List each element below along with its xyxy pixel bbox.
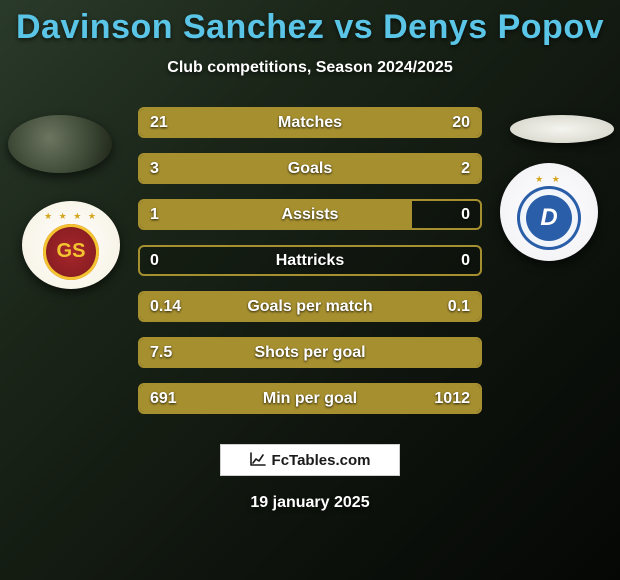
content-wrapper: Davinson Sanchez vs Denys Popov Club com…: [0, 0, 620, 580]
stat-row: 00Hattricks: [138, 245, 482, 276]
player-left-avatar: [8, 115, 112, 173]
source-badge: FcTables.com: [220, 444, 400, 476]
page-subtitle: Club competitions, Season 2024/2025: [167, 59, 452, 77]
club-left-initials: GS: [43, 224, 99, 280]
player-right-avatar: [510, 115, 614, 143]
club-right-initial: D: [526, 195, 572, 241]
stat-row: 32Goals: [138, 153, 482, 184]
stat-label: Goals per match: [140, 293, 480, 320]
chart-icon: [250, 452, 266, 469]
club-right-ring: D: [517, 186, 581, 250]
stats-zone: ★ ★ ★ ★ GS ★ ★ D 2120Matches 32Goals 10Ass…: [0, 107, 620, 414]
stat-row: 10Assists: [138, 199, 482, 230]
stat-row: 0.140.1Goals per match: [138, 291, 482, 322]
stat-label: Matches: [140, 109, 480, 136]
star-icon: ★ ★ ★ ★: [44, 211, 98, 222]
star-icon: ★ ★: [535, 174, 563, 185]
page-title: Davinson Sanchez vs Denys Popov: [16, 8, 604, 47]
footer-date: 19 january 2025: [250, 494, 369, 512]
stat-row: 7.5Shots per goal: [138, 337, 482, 368]
stat-row: 2120Matches: [138, 107, 482, 138]
stat-label: Shots per goal: [140, 339, 480, 366]
stats-list: 2120Matches 32Goals 10Assists 00Hattricks 0.…: [138, 107, 482, 414]
stat-label: Goals: [140, 155, 480, 182]
stat-label: Min per goal: [140, 385, 480, 412]
stat-label: Assists: [140, 201, 480, 228]
club-right-badge: ★ ★ D: [500, 163, 598, 261]
source-label: FcTables.com: [272, 452, 371, 469]
club-left-badge: ★ ★ ★ ★ GS: [22, 201, 120, 289]
stat-row: 6911012Min per goal: [138, 383, 482, 414]
stat-label: Hattricks: [140, 247, 480, 274]
